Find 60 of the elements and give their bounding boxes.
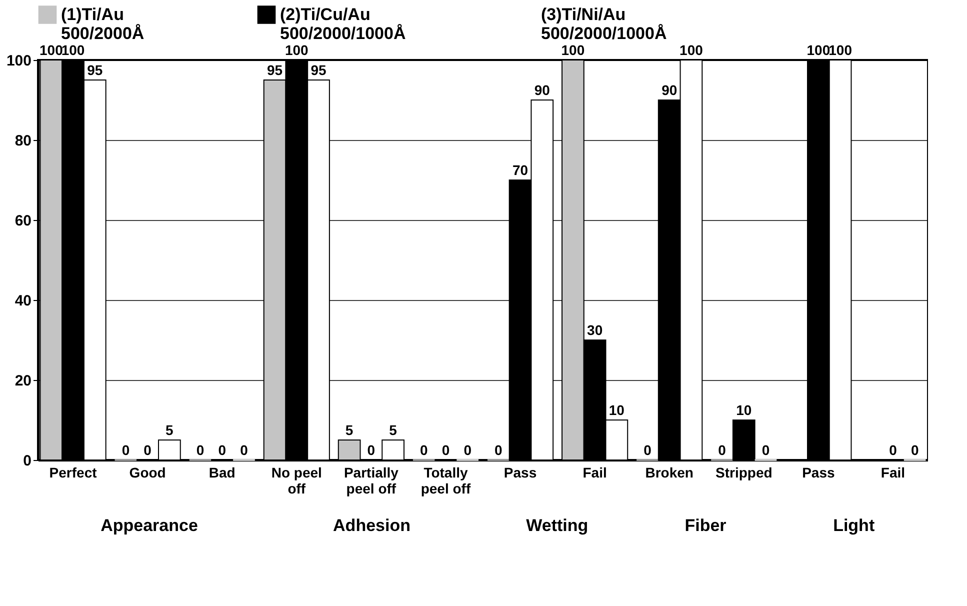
x-tick-label: Fail (880, 464, 906, 480)
data-label: 100 (806, 42, 830, 58)
y-tick-label: 20 (14, 372, 32, 390)
data-label: 5 (389, 422, 398, 438)
data-label: 90 (662, 82, 678, 98)
x-tick-label: Good (129, 464, 166, 480)
data-label: 100 (561, 42, 585, 58)
x-tick-label: Totally peel off (420, 464, 471, 496)
y-tick-label: 80 (14, 132, 32, 150)
data-label: 0 (367, 442, 376, 458)
data-label: 95 (87, 62, 103, 78)
text: Appearance (100, 516, 198, 535)
data-label: 0 (762, 442, 770, 458)
x-tick-label: Bad (208, 464, 236, 480)
x-tick-label: Stripped (715, 464, 772, 480)
data-label: 0 (144, 442, 152, 458)
data-label: 10 (736, 402, 752, 418)
data-label: 70 (512, 162, 528, 178)
legend-label: (2)Ti/Cu/Au 500/2000/1000Å (280, 4, 406, 43)
data-label: 90 (534, 82, 550, 98)
y-tick-label: 0 (23, 452, 32, 470)
data-label: 0 (240, 442, 248, 458)
series-label: (3)Ti/Ni/Au 500/2000/1000Å (541, 4, 667, 43)
x-tick-label: Pass (504, 464, 537, 480)
data-label: 30 (587, 322, 603, 338)
data-label: 100 (680, 42, 704, 58)
data-label: 0 (644, 442, 652, 458)
data-label: 0 (718, 442, 726, 458)
text: Wetting (526, 516, 588, 535)
x-tick-label: Pass (802, 464, 835, 480)
data-label: 0 (442, 442, 450, 458)
data-label: 0 (889, 442, 898, 458)
x-tick-label: Perfect (49, 464, 98, 480)
data-label: 0 (910, 442, 919, 458)
x-tick-label: Fail (582, 464, 607, 480)
legend-label: (1)Ti/Au 500/2000Å (61, 4, 144, 43)
data-label: 0 (494, 442, 503, 458)
data-label: 10 (608, 402, 625, 418)
data-label: 100 (39, 42, 64, 58)
data-label: 100 (828, 42, 852, 58)
data-label: 0 (196, 442, 204, 458)
y-tick-label: 100 (6, 52, 32, 70)
text: Fiber (684, 516, 727, 535)
text: Light (833, 516, 875, 535)
data-label: 5 (166, 422, 174, 438)
x-tick-label: No peel off (271, 464, 322, 496)
data-label: 95 (310, 62, 327, 78)
data-label: 0 (464, 442, 472, 458)
x-tick-label: Broken (645, 464, 694, 480)
y-tick-label: 40 (14, 292, 32, 310)
data-label: 0 (218, 442, 226, 458)
data-label: 100 (284, 42, 309, 58)
y-tick-label: 60 (14, 212, 32, 230)
data-label: 0 (420, 442, 428, 458)
data-label: 95 (267, 62, 283, 78)
data-label: 5 (345, 422, 354, 438)
data-label: 100 (61, 42, 85, 58)
data-label: 0 (122, 442, 130, 458)
text: Adhesion (333, 516, 410, 535)
x-tick-label: Partially peel off (344, 464, 399, 496)
